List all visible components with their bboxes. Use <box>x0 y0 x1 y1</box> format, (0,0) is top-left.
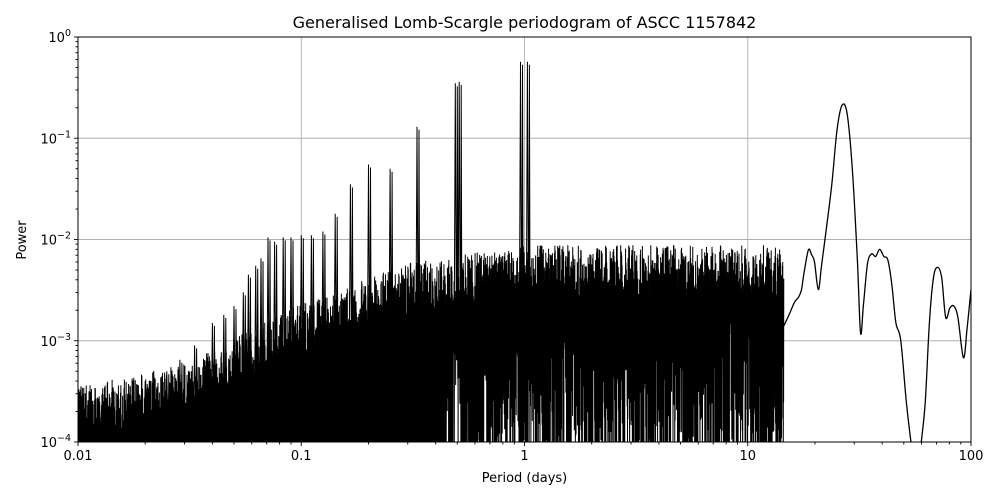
x-tick-label: 0.01 <box>64 449 93 464</box>
y-axis-ticks: 100 10−1 10−2 10−3 10−4 <box>40 28 78 451</box>
plot-area <box>78 61 971 442</box>
x-tick-label: 10 <box>739 449 756 464</box>
alias-peaks-trace <box>98 61 531 440</box>
y-tick-label: 10−4 <box>40 433 71 451</box>
y-tick-label: 10−3 <box>40 332 71 350</box>
x-axis-label: Period (days) <box>482 471 568 486</box>
short-period-power-trace <box>78 245 785 442</box>
y-tick-label: 10−2 <box>40 231 71 249</box>
x-tick-label: 100 <box>959 449 984 464</box>
x-tick-label: 0.1 <box>291 449 312 464</box>
chart-title: Generalised Lomb-Scargle periodogram of … <box>293 13 757 32</box>
x-tick-label: 1 <box>520 449 528 464</box>
long-period-power-curve <box>783 103 971 442</box>
y-tick-label: 100 <box>48 28 71 46</box>
y-axis-label: Power <box>15 220 30 260</box>
y-tick-label: 10−1 <box>40 129 71 147</box>
x-axis-ticks: 0.01 0.1 1 10 100 <box>64 442 984 464</box>
